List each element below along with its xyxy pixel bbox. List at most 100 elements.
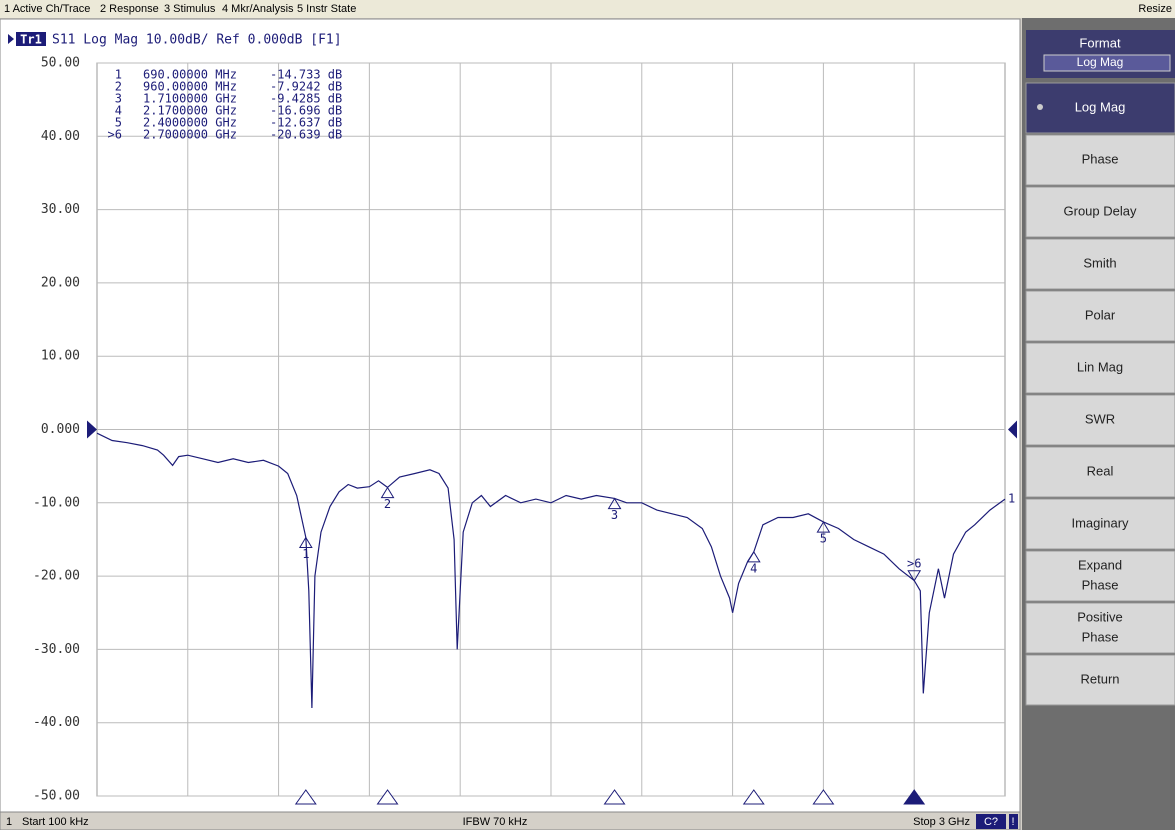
marker-axis-indicator	[603, 789, 626, 805]
marker	[746, 550, 761, 563]
softkey-title: Format	[1079, 35, 1121, 50]
softkey-label: Log Mag	[1075, 99, 1126, 114]
marker-table-id: 2	[115, 80, 122, 94]
y-tick-label: -50.00	[33, 789, 80, 804]
softkey[interactable]	[1025, 446, 1175, 498]
softkey[interactable]	[1025, 134, 1175, 186]
marker	[816, 521, 831, 533]
softkey-label: Polar	[1085, 307, 1116, 322]
marker-table-stimulus: 960.00000 MHz	[143, 80, 237, 94]
marker-table-response: -12.637 dB	[270, 116, 342, 130]
y-tick-label: -10.00	[33, 495, 80, 510]
softkey[interactable]	[1025, 498, 1175, 550]
softkey[interactable]	[1025, 550, 1175, 602]
marker-axis-indicator	[812, 789, 835, 805]
menu-bar	[0, 0, 1175, 18]
marker-table-stimulus: 690.00000 MHz	[143, 68, 237, 82]
marker	[907, 570, 922, 582]
softkey-label: Real	[1087, 463, 1114, 478]
status-start: Start 100 kHz	[22, 816, 89, 828]
marker-axis-indicator	[903, 789, 926, 805]
softkey-label: Return	[1080, 671, 1119, 686]
y-tick-label: 10.00	[41, 349, 80, 364]
softkey-current-box	[1043, 54, 1171, 72]
softkey-label: Expand	[1078, 557, 1122, 572]
y-tick-label: 20.00	[41, 275, 80, 290]
marker-axis-indicator	[742, 789, 765, 805]
softkey[interactable]	[1025, 238, 1175, 290]
menu-item[interactable]: 3 Stimulus	[164, 3, 216, 15]
marker-table-id: 1	[115, 68, 122, 82]
marker-table-response: -14.733 dB	[270, 68, 342, 82]
softkey-label: Positive	[1077, 609, 1123, 624]
status-stop: Stop 3 GHz	[913, 816, 970, 828]
marker-axis-indicator	[376, 789, 399, 805]
marker-number: 4	[750, 561, 757, 575]
marker-table-id: 3	[115, 92, 122, 106]
warn-badge	[1009, 814, 1018, 829]
marker-table-response: -16.696 dB	[270, 104, 342, 118]
softkey-label: SWR	[1085, 411, 1115, 426]
marker-number: 5	[820, 532, 827, 546]
softkey-label: Lin Mag	[1077, 359, 1123, 374]
ref-marker-left	[87, 420, 97, 439]
menu-item[interactable]: 1 Active Ch/Trace	[4, 3, 90, 15]
softkey-label: Phase	[1082, 577, 1119, 592]
trace-id: Tr1	[20, 33, 42, 47]
softkey-selected-dot	[1037, 104, 1043, 110]
marker-number: 3	[611, 508, 618, 522]
ref-marker-right	[1008, 420, 1017, 439]
softkey-label: Smith	[1083, 255, 1116, 270]
softkey[interactable]	[1025, 654, 1175, 706]
cal-badge	[976, 814, 1006, 829]
marker-table-stimulus: 2.7000000 GHz	[143, 128, 237, 142]
y-tick-label: 40.00	[41, 129, 80, 144]
marker-axis-indicator	[294, 789, 317, 805]
softkey[interactable]	[1025, 290, 1175, 342]
marker-table-id: 4	[115, 104, 122, 118]
menu-item[interactable]: 5 Instr State	[297, 3, 356, 15]
menu-item[interactable]: 2 Response	[100, 3, 159, 15]
trace-end-label: 1	[1008, 492, 1015, 506]
marker-table-id: 5	[115, 116, 122, 130]
softkey-label: Imaginary	[1071, 515, 1129, 530]
marker	[607, 497, 622, 510]
marker	[298, 536, 313, 548]
softkey-label: Phase	[1082, 629, 1119, 644]
menu-resize[interactable]: Resize	[1138, 3, 1172, 15]
y-tick-label: -30.00	[33, 642, 80, 657]
status-warn: !	[1011, 816, 1014, 828]
status-ifbw: IFBW 70 kHz	[463, 816, 528, 828]
softkey-label: Phase	[1082, 151, 1119, 166]
y-tick-label: -20.00	[33, 569, 80, 584]
softkey[interactable]	[1025, 602, 1175, 654]
status-channel: 1	[6, 816, 12, 828]
y-tick-label: -40.00	[33, 715, 80, 730]
softkey[interactable]	[1025, 342, 1175, 394]
menu-item[interactable]: 4 Mkr/Analysis	[222, 3, 294, 15]
marker-table-response: -7.9242 dB	[270, 80, 342, 94]
trace-header: S11 Log Mag 10.00dB/ Ref 0.000dB [F1]	[52, 33, 342, 48]
marker-table-stimulus: 2.4000000 GHz	[143, 116, 237, 130]
marker-table-stimulus: 2.1700000 GHz	[143, 104, 237, 118]
marker-table-id: >6	[108, 128, 122, 142]
trace-badge	[16, 32, 46, 46]
marker-number: 2	[384, 497, 391, 511]
softkey[interactable]	[1025, 186, 1175, 238]
y-tick-label: 50.00	[41, 56, 80, 71]
marker-number: 1	[302, 547, 309, 561]
y-tick-label: 30.00	[41, 202, 80, 217]
status-cal: C?	[984, 816, 998, 828]
marker-table-response: -9.4285 dB	[270, 92, 342, 106]
plot-window	[0, 18, 1021, 813]
softkey-current: Log Mag	[1077, 55, 1124, 69]
marker	[380, 486, 395, 499]
softkey[interactable]	[1025, 394, 1175, 446]
active-trace-arrow	[8, 34, 14, 44]
marker-number: >6	[907, 556, 921, 570]
softkey-label: Group Delay	[1064, 203, 1137, 218]
marker-table-stimulus: 1.7100000 GHz	[143, 92, 237, 106]
marker-table-response: -20.639 dB	[270, 128, 342, 142]
softkey[interactable]	[1025, 82, 1175, 134]
